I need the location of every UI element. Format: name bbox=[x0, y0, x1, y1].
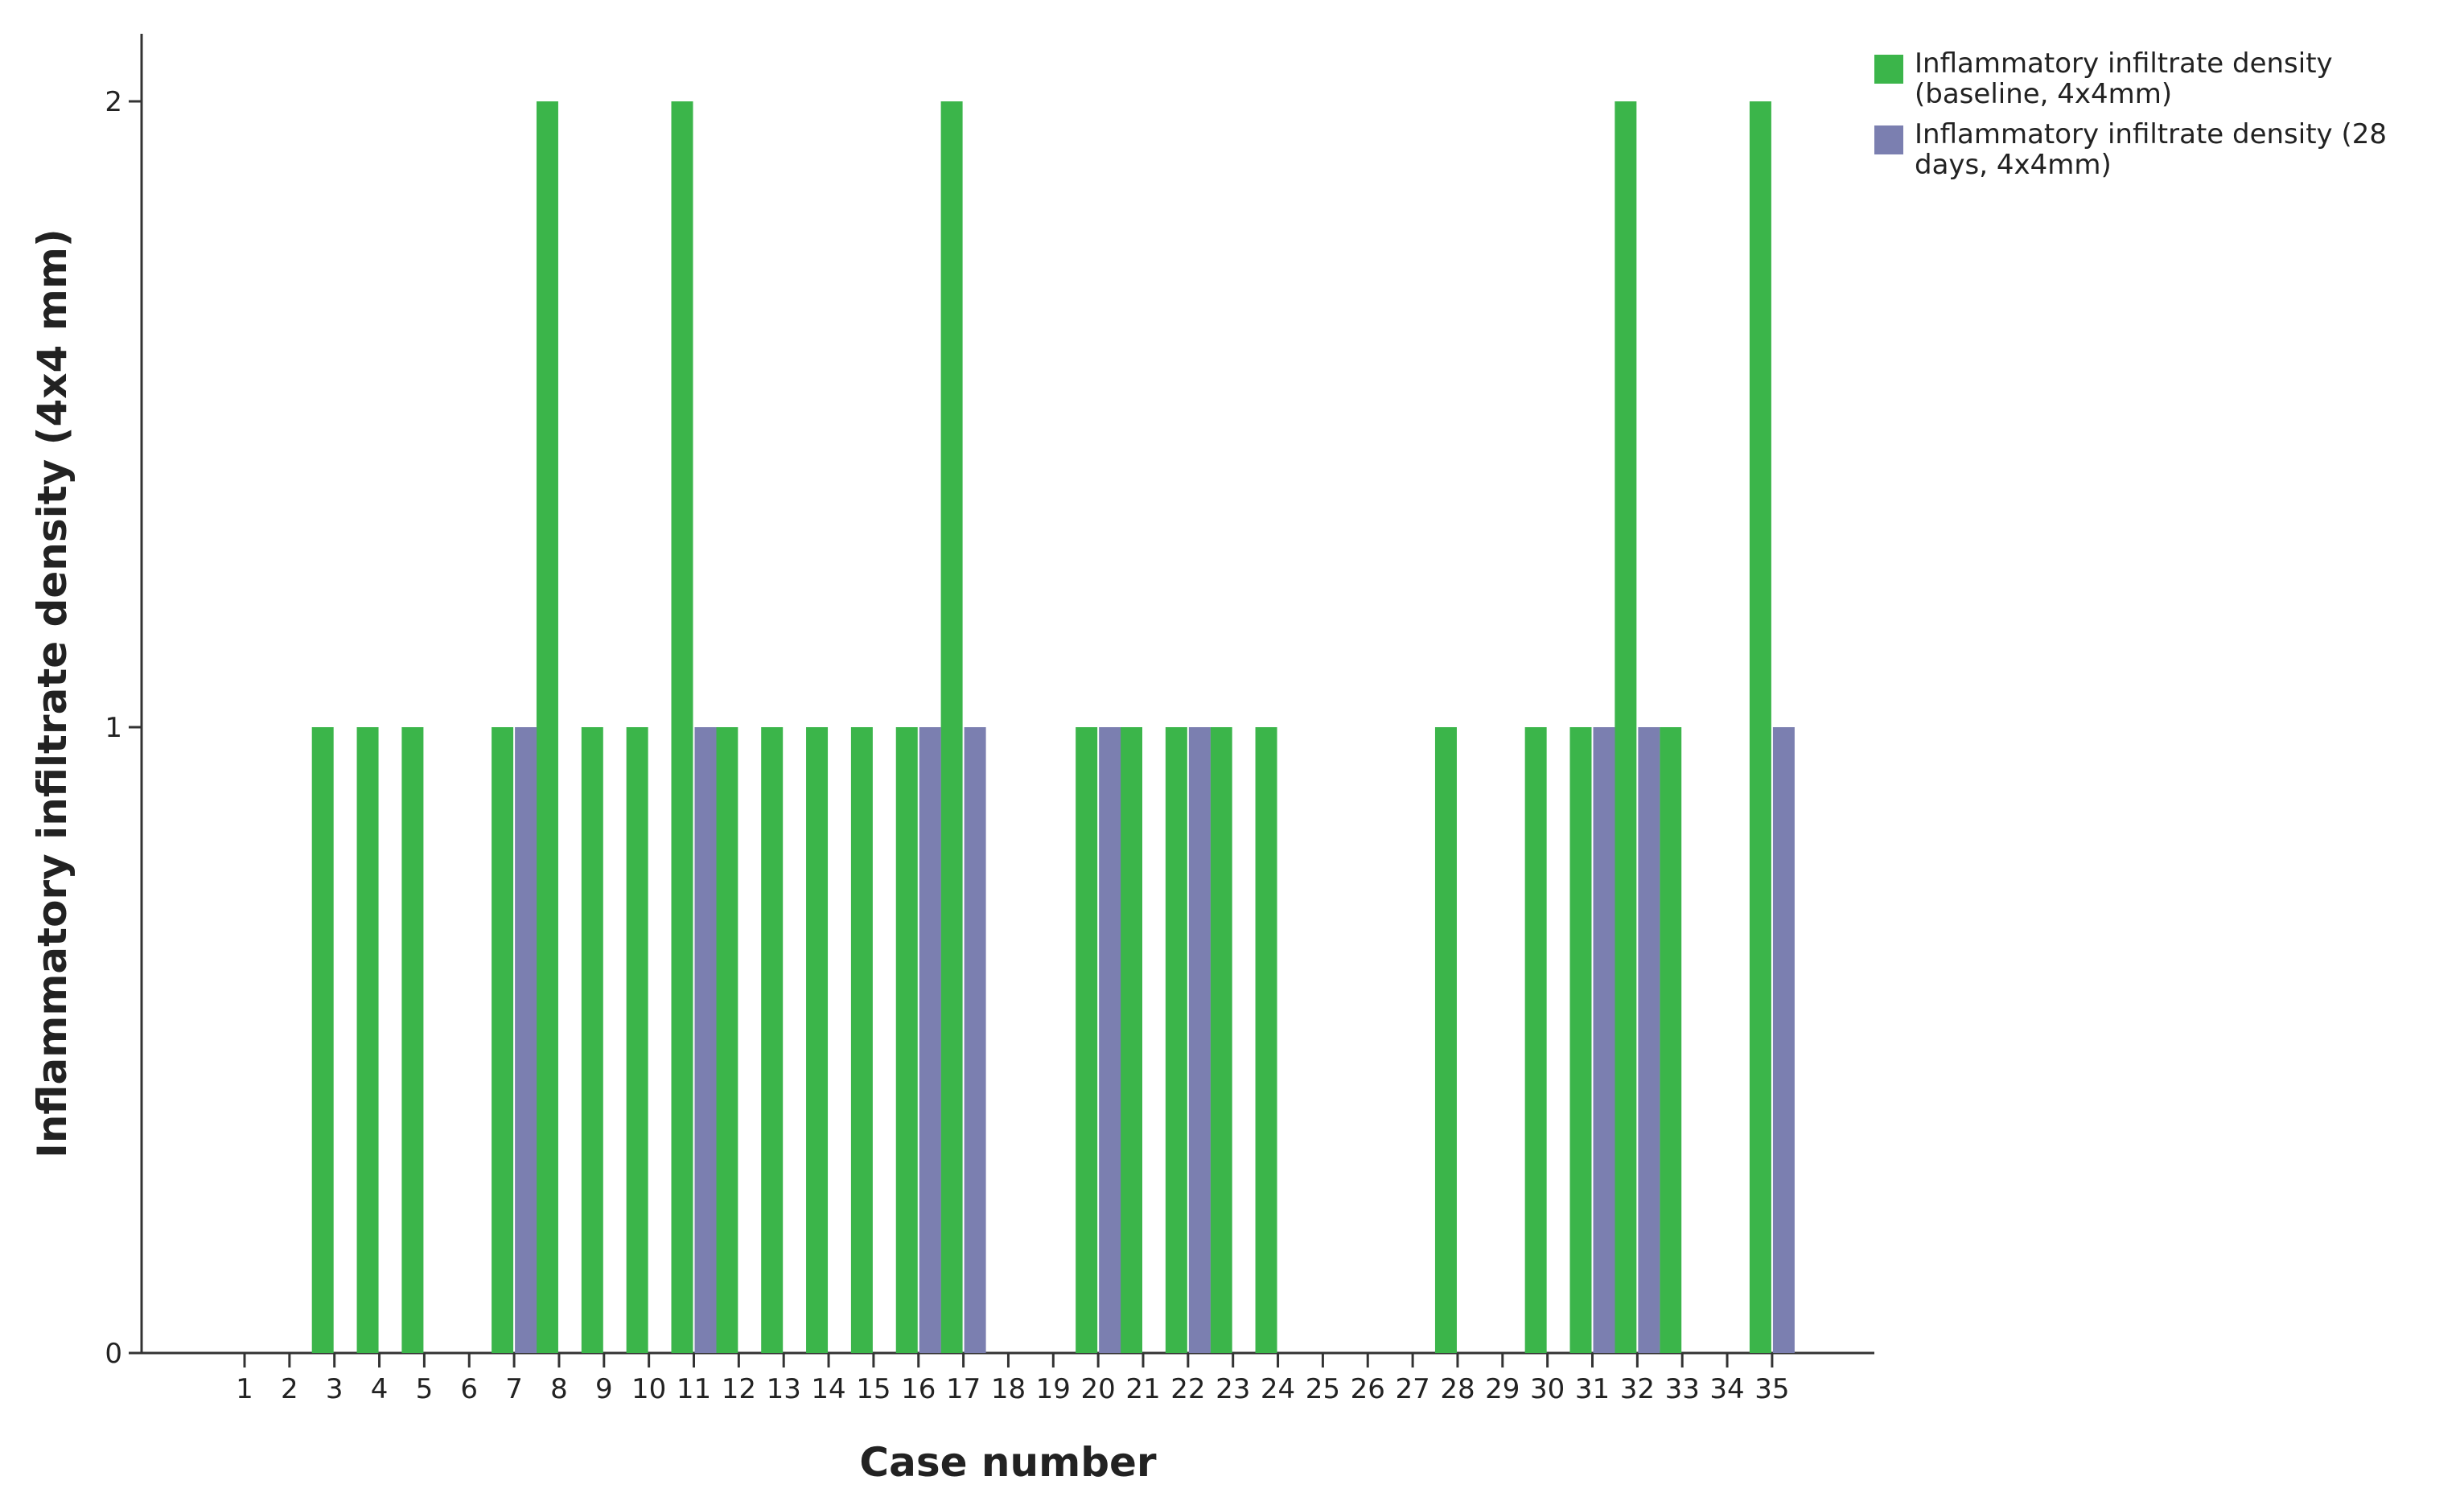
x-tick-label: 30 bbox=[1530, 1373, 1565, 1405]
x-tick-label: 16 bbox=[901, 1373, 936, 1405]
y-tick-label: 1 bbox=[105, 712, 122, 744]
legend-swatch-28-days bbox=[1874, 125, 1903, 154]
x-tick-label: 32 bbox=[1620, 1373, 1655, 1405]
legend-label: Inflammatory infiltrate density bbox=[1915, 47, 2333, 80]
legend-label: Inflammatory infiltrate density (28 bbox=[1915, 118, 2387, 150]
bar-baseline bbox=[716, 727, 738, 1353]
bar-baseline bbox=[1210, 727, 1232, 1353]
x-tick-label: 20 bbox=[1081, 1373, 1116, 1405]
y-axis-title: Inflammatory infiltrate density (4x4 mm) bbox=[29, 228, 76, 1158]
x-tick-label: 33 bbox=[1665, 1373, 1700, 1405]
x-tick-label: 21 bbox=[1125, 1373, 1160, 1405]
x-tick-label: 5 bbox=[416, 1373, 434, 1405]
bar-baseline bbox=[626, 727, 648, 1353]
x-tick-label: 2 bbox=[281, 1373, 298, 1405]
y-tick-label: 0 bbox=[105, 1338, 122, 1370]
x-tick-label: 24 bbox=[1261, 1373, 1295, 1405]
x-tick-label: 10 bbox=[631, 1373, 666, 1405]
bar-28-days bbox=[1638, 727, 1660, 1353]
x-tick-label: 23 bbox=[1216, 1373, 1250, 1405]
bar-baseline bbox=[401, 727, 424, 1353]
chart-bars bbox=[311, 101, 1795, 1353]
legend-label: (baseline, 4x4mm) bbox=[1915, 78, 2172, 110]
x-tick-label: 31 bbox=[1575, 1373, 1610, 1405]
bar-28-days bbox=[1593, 727, 1615, 1353]
x-tick-label: 9 bbox=[595, 1373, 613, 1405]
x-ticks: 1 2 3 4 5 6 7 8 9 10 11 12 13 14 15 16 17 18 19 20 21 22 23 24 2… bbox=[236, 1353, 1790, 1405]
bar-baseline bbox=[581, 727, 603, 1353]
bar-baseline bbox=[1121, 727, 1142, 1353]
bar-baseline bbox=[1165, 727, 1187, 1353]
x-tick-label: 11 bbox=[677, 1373, 711, 1405]
bar-baseline bbox=[806, 727, 829, 1353]
bar-baseline bbox=[940, 101, 963, 1353]
x-tick-label: 3 bbox=[326, 1373, 343, 1405]
bar-28-days bbox=[919, 727, 941, 1353]
bar-baseline bbox=[850, 727, 873, 1353]
x-tick-label: 25 bbox=[1306, 1373, 1340, 1405]
x-tick-label: 15 bbox=[856, 1373, 891, 1405]
bar-baseline bbox=[536, 101, 558, 1353]
bar-baseline bbox=[1660, 727, 1682, 1353]
x-tick-label: 6 bbox=[460, 1373, 478, 1405]
x-tick-label: 14 bbox=[811, 1373, 845, 1405]
bar-baseline bbox=[1434, 727, 1457, 1353]
bar-28-days bbox=[1188, 727, 1211, 1353]
bar-baseline bbox=[1255, 727, 1277, 1353]
legend-swatch-baseline bbox=[1874, 55, 1903, 84]
bar-baseline bbox=[1076, 727, 1098, 1353]
bar-28-days bbox=[1772, 727, 1795, 1353]
x-tick-label: 28 bbox=[1440, 1373, 1475, 1405]
bar-baseline bbox=[671, 101, 693, 1353]
y-ticks: 0 1 2 bbox=[105, 86, 142, 1370]
bar-28-days bbox=[515, 727, 537, 1353]
bar-28-days bbox=[1099, 727, 1121, 1353]
bar-baseline bbox=[895, 727, 918, 1353]
bar-baseline bbox=[311, 727, 334, 1353]
x-tick-label: 13 bbox=[767, 1373, 801, 1405]
x-tick-label: 1 bbox=[236, 1373, 253, 1405]
legend-label: days, 4x4mm) bbox=[1915, 149, 2112, 181]
x-tick-label: 29 bbox=[1485, 1373, 1520, 1405]
x-tick-label: 19 bbox=[1036, 1373, 1071, 1405]
y-tick-label: 2 bbox=[105, 86, 122, 118]
x-axis-title: Case number bbox=[859, 1439, 1157, 1486]
bar-baseline bbox=[356, 727, 379, 1353]
bar-baseline bbox=[761, 727, 784, 1353]
x-tick-label: 12 bbox=[722, 1373, 756, 1405]
x-tick-label: 17 bbox=[946, 1373, 981, 1405]
x-tick-label: 35 bbox=[1754, 1373, 1789, 1405]
x-tick-label: 22 bbox=[1170, 1373, 1205, 1405]
x-tick-label: 27 bbox=[1395, 1373, 1429, 1405]
x-tick-label: 26 bbox=[1351, 1373, 1385, 1405]
bar-28-days bbox=[694, 727, 717, 1353]
bar-28-days bbox=[964, 727, 986, 1353]
bar-baseline bbox=[1615, 101, 1637, 1353]
bar-baseline bbox=[1749, 101, 1771, 1353]
x-tick-label: 34 bbox=[1709, 1373, 1744, 1405]
x-tick-label: 8 bbox=[550, 1373, 568, 1405]
chart-legend: Inflammatory infiltrate density(baseline… bbox=[1874, 47, 2387, 181]
x-tick-label: 18 bbox=[991, 1373, 1026, 1405]
x-tick-label: 4 bbox=[371, 1373, 389, 1405]
bar-baseline bbox=[492, 727, 514, 1353]
bar-baseline bbox=[1569, 727, 1592, 1353]
x-tick-label: 7 bbox=[505, 1373, 523, 1405]
bar-baseline bbox=[1524, 727, 1547, 1353]
